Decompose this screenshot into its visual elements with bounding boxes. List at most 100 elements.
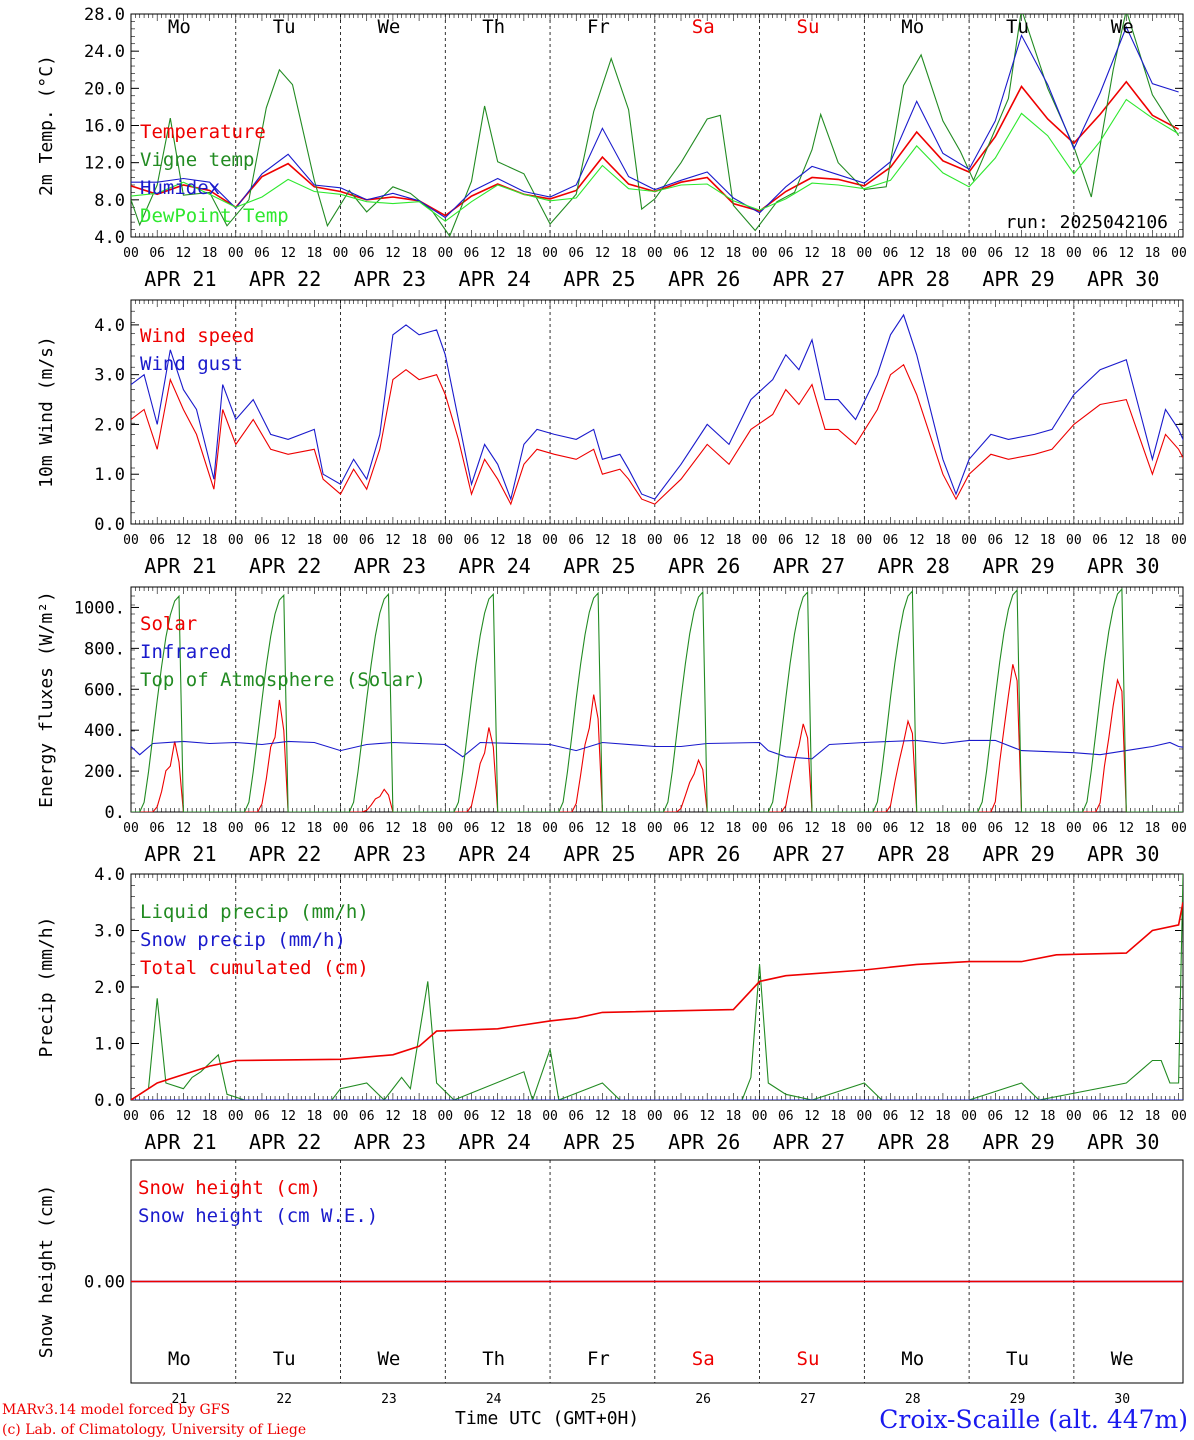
hour-label: 12: [595, 821, 611, 836]
panel-1: 4.0 8.0 12.0 16.0 20.0 24.0 28.0 2m Temp. (°C) T…: [36, 5, 1187, 291]
y-tick-label: 24.0: [84, 42, 125, 62]
hour-label: 12: [1118, 246, 1134, 261]
hour-label: 00: [333, 246, 349, 261]
date-label: APR 30: [1087, 842, 1159, 866]
hour-label: 00: [857, 533, 873, 548]
hour-label: 00: [752, 1109, 768, 1124]
hour-label: 12: [804, 246, 820, 261]
hour-label: 06: [359, 1109, 375, 1124]
date-label: APR 28: [878, 554, 950, 578]
hour-label: 12: [1014, 533, 1030, 548]
y-tick-label: 8.0: [94, 191, 125, 211]
hour-label: 00: [857, 1109, 873, 1124]
hour-label: 12: [909, 1109, 925, 1124]
hour-label: 06: [254, 1109, 270, 1124]
hour-label: 00: [228, 246, 244, 261]
hour-label: 06: [778, 533, 794, 548]
weekday-label: We: [1111, 1348, 1134, 1370]
hour-label: 18: [1145, 1109, 1161, 1124]
date-label: APR 21: [144, 842, 216, 866]
weekday-label: Mo: [901, 1348, 924, 1370]
y-tick-label: 0.00: [84, 1273, 125, 1293]
hour-label: 06: [464, 1109, 480, 1124]
hour-label: 00: [333, 1109, 349, 1124]
hour-label: 00: [542, 533, 558, 548]
hour-label: 06: [149, 533, 165, 548]
hour-label: 00: [437, 246, 453, 261]
hour-label: 06: [883, 246, 899, 261]
station-name: Croix-Scaille (alt. 447m): [879, 1405, 1188, 1434]
day-number: 26: [695, 1392, 711, 1407]
date-label: APR 29: [982, 554, 1054, 578]
plot-frame: [130, 1159, 1184, 1384]
day-number: 24: [486, 1392, 502, 1407]
hour-label: 18: [202, 533, 218, 548]
weekday-label: Fr: [587, 1348, 610, 1370]
hour-label: 18: [830, 246, 846, 261]
hour-label: 18: [621, 246, 637, 261]
hour-label: 12: [804, 533, 820, 548]
footer: MARv3.14 model forced by GFS (c) Lab. of…: [2, 1402, 1188, 1438]
hour-label: 12: [385, 1109, 401, 1124]
day-number: 30: [1114, 1392, 1130, 1407]
x-axis-title: Time UTC (GMT+0H): [455, 1408, 639, 1429]
date-label: APR 27: [773, 267, 845, 291]
panel-5: 0.00 Snow height (cm) Snow height (cm) Snow…: [36, 1159, 1184, 1407]
hour-label: 12: [176, 821, 192, 836]
y-axis-label: 10m Wind (m/s): [36, 336, 57, 488]
hour-label: 18: [1145, 246, 1161, 261]
date-label: APR 30: [1087, 267, 1159, 291]
date-label: APR 29: [982, 1130, 1054, 1154]
hour-label: 12: [909, 821, 925, 836]
weekday-label: We: [1111, 16, 1134, 38]
date-label: APR 23: [354, 554, 426, 578]
hour-label: 06: [883, 533, 899, 548]
y-tick-label: 2.0: [94, 978, 125, 998]
hour-label: 18: [935, 533, 951, 548]
day-number: 22: [276, 1392, 292, 1407]
series-line: [131, 25, 1179, 219]
weekday-label: Sa: [692, 1348, 715, 1370]
legend-entry: Snow height (cm W.E.): [138, 1205, 378, 1227]
hour-label: 00: [857, 246, 873, 261]
y-tick-label: 1000.: [74, 598, 125, 618]
panel-4: 0.0 1.0 2.0 3.0 4.0 Precip (mm/h) Liquid preci…: [36, 865, 1187, 1154]
date-label: APR 21: [144, 1130, 216, 1154]
hour-label: 18: [516, 246, 532, 261]
hour-label: 12: [595, 1109, 611, 1124]
date-label: APR 27: [773, 842, 845, 866]
date-label: APR 27: [773, 554, 845, 578]
date-label: APR 26: [668, 267, 740, 291]
plot-frame: [130, 299, 1184, 525]
legend-entry: Infrared: [140, 641, 232, 663]
hour-label: 06: [1092, 533, 1108, 548]
hour-label: 18: [411, 533, 427, 548]
date-label: APR 25: [563, 1130, 635, 1154]
hour-label: 06: [673, 246, 689, 261]
hour-label: 06: [568, 533, 584, 548]
hour-label: 18: [1040, 1109, 1056, 1124]
legend-entry: DewPoint Temp: [140, 205, 289, 227]
hour-label: 06: [1092, 1109, 1108, 1124]
series-line: [131, 313, 1183, 501]
weekday-label: Mo: [168, 1348, 191, 1370]
hour-label: 18: [411, 246, 427, 261]
date-label: APR 22: [249, 1130, 321, 1154]
hour-label: 12: [490, 1109, 506, 1124]
credit-line-2: (c) Lab. of Climatology, University of L…: [2, 1422, 306, 1438]
hour-label: 00: [857, 821, 873, 836]
hour-label: 00: [961, 1109, 977, 1124]
legend-entry: Solar: [140, 613, 197, 635]
weekday-label: Tu: [273, 1348, 296, 1370]
hour-label: 06: [778, 821, 794, 836]
hour-label: 18: [411, 1109, 427, 1124]
hour-label: 06: [673, 1109, 689, 1124]
date-label: APR 30: [1087, 1130, 1159, 1154]
weekday-label: Sa: [692, 16, 715, 38]
credit-line-1: MARv3.14 model forced by GFS: [2, 1402, 230, 1418]
date-label: APR 24: [459, 267, 531, 291]
y-tick-label: 12.0: [84, 154, 125, 174]
y-tick-label: 3.0: [94, 922, 125, 942]
series-line: [131, 587, 1183, 812]
weekday-label: Tu: [1006, 16, 1029, 38]
